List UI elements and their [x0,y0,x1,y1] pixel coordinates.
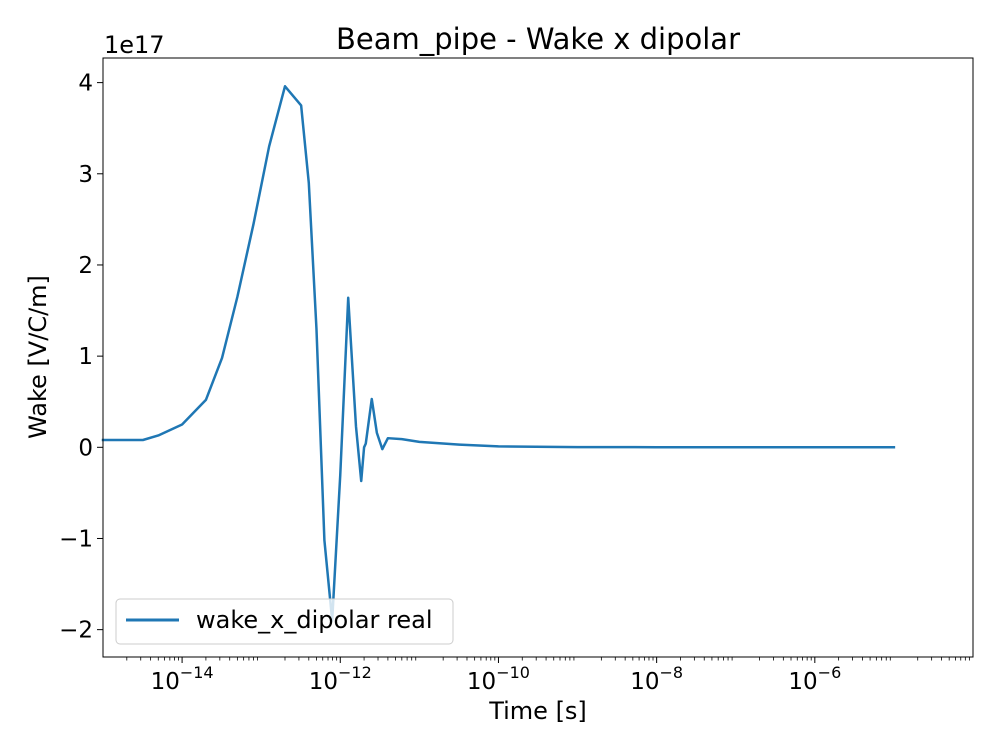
series-layer [101,85,896,622]
x-tick-label-0: 10−14 [151,663,214,695]
y-axis-ticks: −2 −1 0 1 2 3 4 [59,71,103,644]
y-tick-label-3: 1 [78,344,93,370]
chart-title: Beam_pipe - Wake x dipolar [336,22,740,56]
legend-label: wake_x_dipolar real [196,606,433,634]
x-axis-ticks: 10−14 10−12 10−10 10−8 10−6 [126,657,970,695]
y-tick-label-1: −1 [59,526,93,552]
y-tick-label-5: 3 [78,162,93,188]
legend-box [115,598,454,645]
x-axis-label: Time [s] [488,697,587,725]
y-tick-label-0: −2 [59,618,93,644]
x-tick-label-3: 10−8 [630,663,683,695]
y-offset-label: 1e17 [104,31,165,59]
y-tick-label-2: 0 [78,435,93,461]
x-tick-label-4: 10−6 [788,663,841,695]
x-tick-label-2: 10−10 [467,663,530,695]
legend: wake_x_dipolar real [115,598,454,645]
series-line-0 [101,85,896,622]
y-tick-label-6: 4 [78,71,93,97]
y-tick-label-4: 2 [78,253,93,279]
x-tick-label-1: 10−12 [309,663,372,695]
plot-frame [102,57,974,658]
y-axis-label: Wake [V/C/m] [24,275,52,439]
